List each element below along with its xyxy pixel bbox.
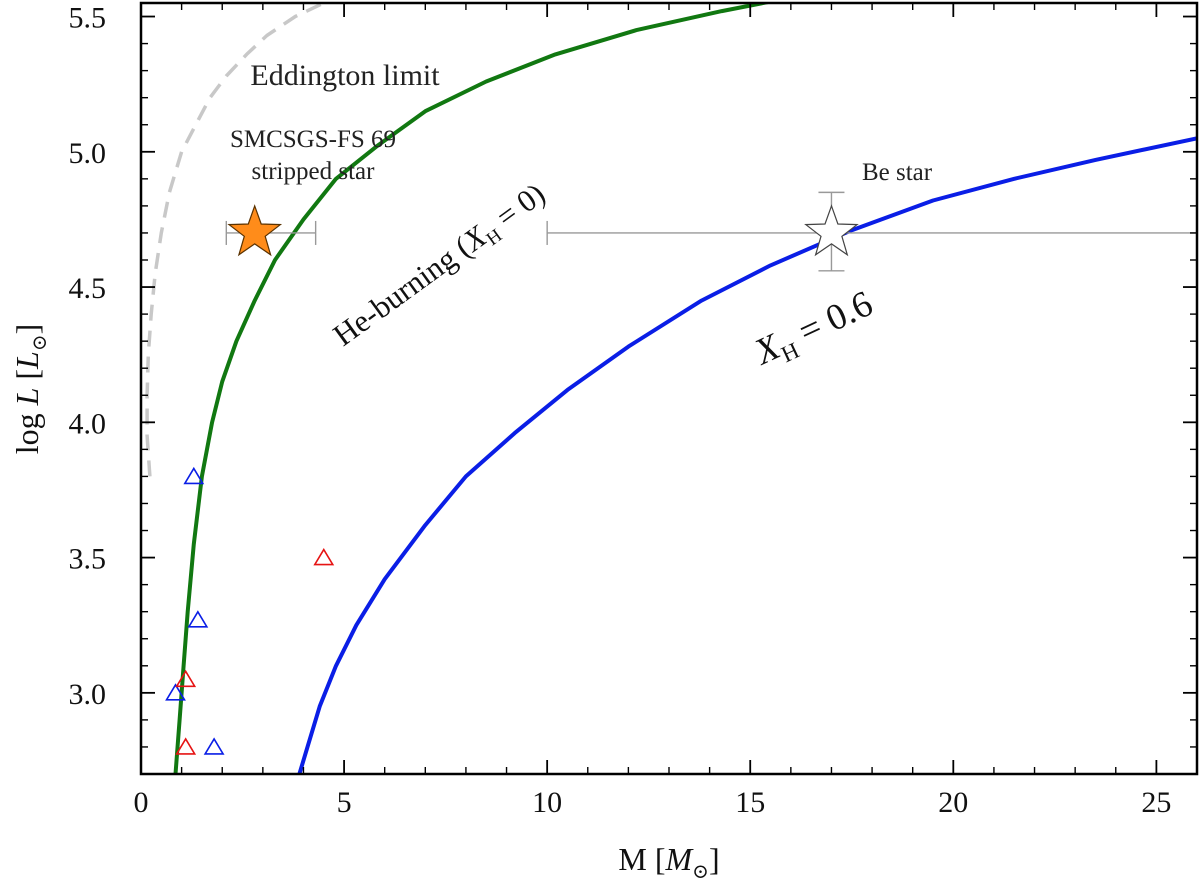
blue-triangles-point [165,683,186,701]
smcsgs-fs-69-label: SMCSGS-FS 69 [230,126,396,153]
smcsgs-fs-69-stripped-star-marker [227,204,283,257]
y-tick-label: 4.5 [69,272,107,305]
stripped-star-label: stripped star [252,158,376,185]
y-tick-label: 5.5 [69,2,107,35]
blue-triangles-point [183,466,205,485]
y-tick-label: 3.0 [69,678,107,711]
blue-triangles-point [203,737,225,755]
y-tick-label: 3.5 [69,543,107,576]
be-star-label: Be star [862,159,933,186]
red-triangles-point [175,669,197,688]
axes-layer: 0 5 10 15 20 253.03.54.04.55.05.5M [M⊙]log L … [9,2,1199,883]
red-triangles-point [175,737,197,755]
blue-triangles-point [187,610,209,628]
markers-layer [165,204,859,755]
y-tick-label: 5.0 [69,137,107,170]
x-tick-label: 15 [735,786,765,819]
red-triangles-point [313,548,335,566]
x-tick-label: 20 [938,786,968,819]
y-tick-label: 4.0 [69,407,107,440]
be-star-marker [804,204,859,257]
x-tick-label: 10 [532,786,562,819]
x-tick-label: 0 [134,786,149,819]
eddington-limit-label: Eddington limit [250,59,440,92]
x-tick-label: 25 [1141,786,1171,819]
he-burning-x-h-0-curve [173,3,774,774]
x-tick-label: 5 [337,786,352,819]
x-h-0-6-curve [297,136,1197,774]
